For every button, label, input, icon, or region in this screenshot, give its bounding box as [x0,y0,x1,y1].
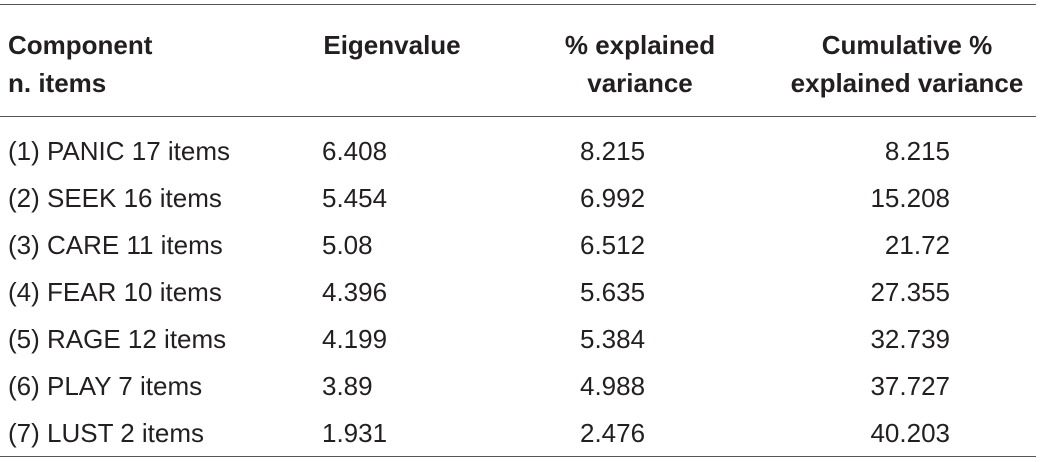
cell-eigenvalue: 3.89 [322,371,373,401]
cell-component: (5) RAGE 12 items [8,324,227,354]
cell-eigenvalue: 5.08 [322,230,373,260]
table-row: (6) PLAY 7 items 3.89 4.988 37.727 [0,363,1042,410]
header-component-line2: n. items [8,68,107,98]
cell-component: (3) CARE 11 items [8,230,223,260]
header-eigenvalue: Eigenvalue [292,26,492,64]
table-row: (1) PANIC 17 items 6.408 8.215 8.215 [0,128,1042,175]
cell-cumulative: 27.355 [870,277,950,307]
cell-cumulative: 40.203 [870,418,950,448]
cell-cumulative: 37.727 [870,371,950,401]
cell-explained: 2.476 [580,418,646,448]
cell-explained: 5.635 [580,277,646,307]
cell-eigenvalue: 6.408 [322,136,388,166]
table-header-rule [0,116,1036,117]
header-cumulative-variance: Cumulative % explained variance [772,26,1042,102]
cell-cumulative: 8.215 [884,136,950,166]
header-component-line1: Component [8,30,153,60]
cell-explained: 4.988 [580,371,646,401]
cell-component: (1) PANIC 17 items [8,136,231,166]
cell-eigenvalue: 4.396 [322,277,388,307]
cell-component: (4) FEAR 10 items [8,277,222,307]
cell-component: (7) LUST 2 items [8,418,205,448]
table-bottom-rule [0,456,1036,457]
table-row: (7) LUST 2 items 1.931 2.476 40.203 [0,410,1042,457]
table-row: (5) RAGE 12 items 4.199 5.384 32.739 [0,316,1042,363]
cell-cumulative: 21.72 [884,230,950,260]
table-row: (4) FEAR 10 items 4.396 5.635 27.355 [0,269,1042,316]
header-explained-line1: % explained [564,30,716,60]
table-top-rule [0,4,1036,5]
cell-component: (6) PLAY 7 items [8,371,203,401]
cell-cumulative: 32.739 [870,324,950,354]
cell-explained: 6.512 [580,230,646,260]
header-component: Component n. items [8,26,152,102]
cell-eigenvalue: 1.931 [322,418,388,448]
header-cumulative-line1: Cumulative % [821,30,993,60]
header-explained-variance: % explained variance [520,26,760,102]
cell-eigenvalue: 4.199 [322,324,388,354]
cell-eigenvalue: 5.454 [322,183,388,213]
header-eigenvalue-line1: Eigenvalue [323,30,461,60]
cell-explained: 5.384 [580,324,646,354]
table-row: (3) CARE 11 items 5.08 6.512 21.72 [0,222,1042,269]
cell-explained: 8.215 [580,136,646,166]
table-row: (2) SEEK 16 items 5.454 6.992 15.208 [0,175,1042,222]
cell-cumulative: 15.208 [870,183,950,213]
header-explained-line2: variance [587,68,693,98]
cell-component: (2) SEEK 16 items [8,183,222,213]
cell-explained: 6.992 [580,183,646,213]
header-cumulative-line2: explained variance [790,68,1024,98]
